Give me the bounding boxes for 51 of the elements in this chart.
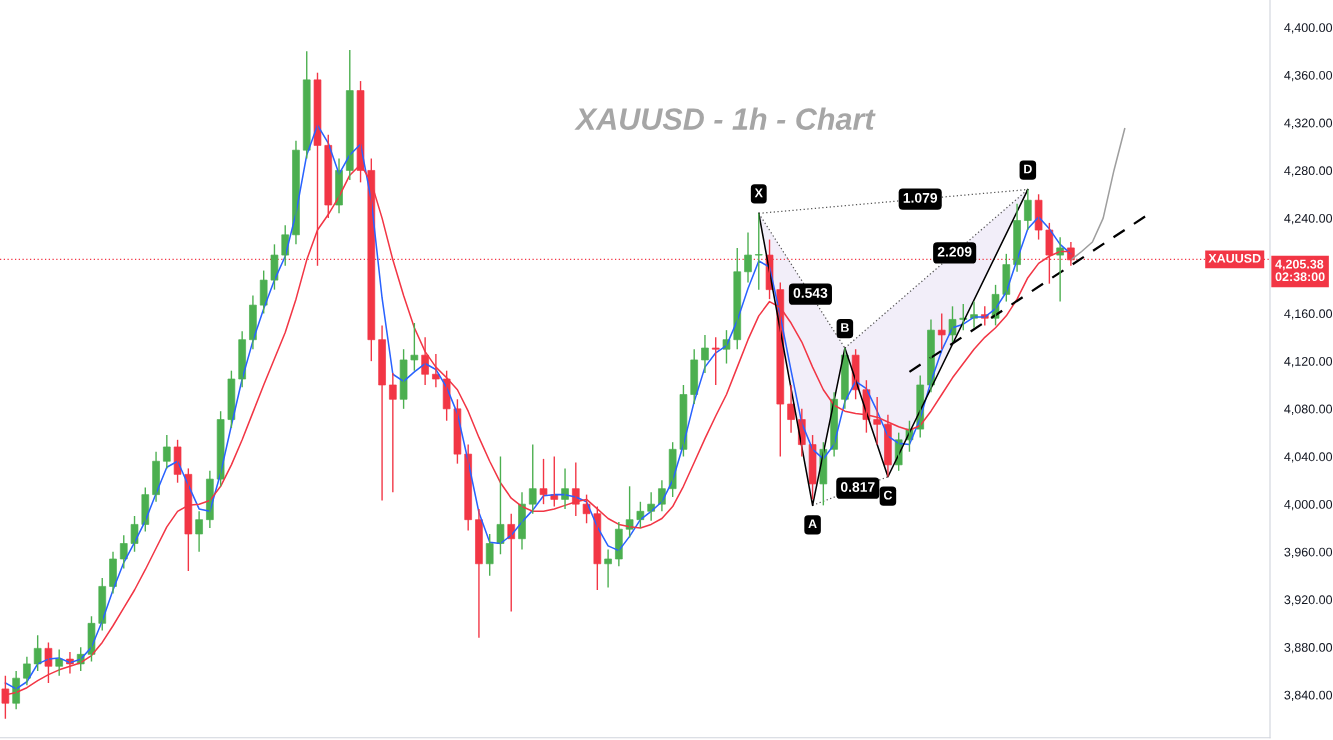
y-tick-label: 4,080.00 — [1284, 404, 1333, 415]
annotation: 1.079 — [903, 192, 938, 203]
candlestick — [55, 648, 63, 677]
candlestick — [528, 443, 537, 515]
candlestick — [119, 534, 128, 570]
y-tick-label: 4,240.00 — [1284, 213, 1333, 225]
candlestick — [711, 336, 720, 386]
y-tick-label: 4,280.00 — [1284, 166, 1333, 177]
annotation: C — [883, 490, 893, 500]
y-tick-label: 4,320.00 — [1284, 118, 1333, 129]
annotation: X — [754, 188, 763, 198]
annotation: 2.209 — [937, 246, 972, 257]
candlestick — [808, 434, 817, 501]
y-tick-label: 3,960.00 — [1284, 547, 1333, 558]
candlestick — [33, 634, 42, 672]
annotation: B — [841, 323, 849, 332]
annotation: A — [808, 519, 817, 529]
y-tick-label: 4,120.00 — [1284, 356, 1333, 368]
annotation: 0.817 — [840, 482, 875, 492]
y-tick-label: 3,880.00 — [1284, 643, 1333, 654]
text: XAUUSD - 1h - Chart — [574, 107, 876, 130]
candlestick — [679, 384, 688, 458]
candlestick — [345, 49, 354, 181]
y-tick-label: 3,920.00 — [1284, 595, 1333, 606]
candlestick — [690, 348, 698, 405]
y-tick-label: 4,360.00 — [1284, 70, 1333, 82]
y-tick-label: 4,040.00 — [1284, 452, 1333, 463]
candlestick — [173, 439, 182, 484]
candlestick — [270, 243, 279, 291]
candlestick — [399, 348, 408, 410]
y-tick-label: 4,160.00 — [1284, 309, 1333, 320]
candlestick — [410, 322, 419, 372]
text: 4,205.38 — [1275, 259, 1324, 271]
candlestick — [539, 458, 548, 505]
candlestick — [453, 398, 462, 465]
annotation: 0.543 — [793, 288, 828, 298]
candlestick — [937, 312, 946, 350]
candlestick — [948, 305, 957, 343]
candlestick — [44, 641, 53, 684]
y-tick-label: 4,400.00 — [1284, 23, 1333, 34]
candlestick — [754, 212, 763, 291]
candlestick — [485, 533, 494, 577]
candlestick — [87, 615, 96, 663]
y-tick-label: 4,000.00 — [1284, 499, 1333, 511]
candlestick — [496, 455, 505, 555]
candlestick — [302, 50, 311, 160]
text: 02:38:00 — [1275, 272, 1325, 282]
ref-line-label: XAUUSD — [1208, 253, 1261, 263]
candlestick — [130, 515, 139, 553]
annotation: D — [1024, 164, 1032, 174]
y-tick-label: 3,840.00 — [1284, 690, 1333, 701]
